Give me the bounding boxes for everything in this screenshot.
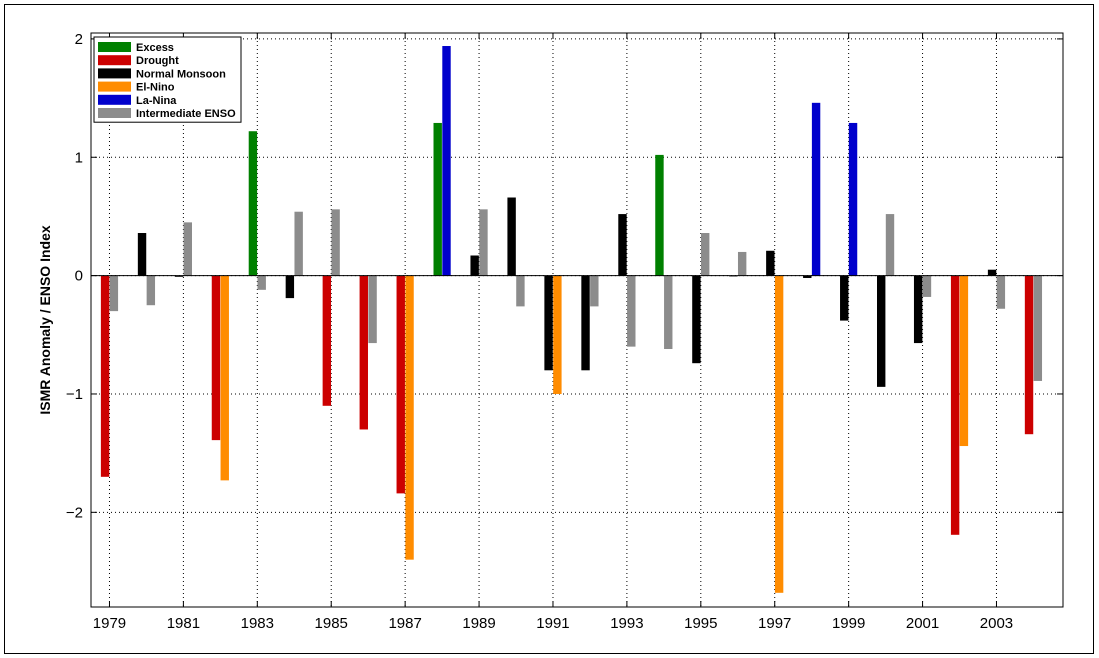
y-axis-label: ISMR Anomaly / ENSO Index [37, 225, 53, 415]
x-axis-ticks: 1979 1981 1983 1985 1987 1989 1991 1993 1995 1997… [93, 33, 1013, 632]
bar-ismr-1988 [433, 122, 442, 276]
bar-enso-1981 [183, 222, 192, 276]
x-tick-label: 2001 [906, 615, 939, 632]
bar-ismr-1980 [137, 233, 147, 276]
bar-enso-1988 [442, 46, 451, 276]
bar-enso-1983 [257, 275, 266, 290]
bar-enso-1987 [405, 275, 414, 560]
bar-enso-1989 [479, 209, 488, 276]
legend-label-excess: Excess [136, 42, 174, 54]
bar-ismr-1992 [581, 275, 590, 371]
legend-label-elnino: El-Nino [136, 82, 175, 94]
legend-label-intermediate: Intermediate ENSO [136, 108, 236, 120]
x-tick-label: 1991 [536, 615, 569, 632]
bar-ismr-1983 [248, 131, 258, 276]
bar-enso-1996 [737, 251, 747, 276]
bar-enso-1982 [220, 275, 229, 481]
bar-ismr-1985 [322, 275, 332, 406]
bar-enso-1992 [590, 275, 599, 307]
bar-ismr-1987 [396, 275, 405, 494]
y-axis-ticks: −2 −1 0 1 2 [66, 31, 1063, 521]
x-tick-label: 1979 [93, 615, 126, 632]
bar-enso-1990 [516, 275, 525, 307]
bar-enso-1984 [294, 211, 303, 276]
bar-enso-1997 [774, 275, 784, 593]
bar-enso-1993 [627, 275, 636, 347]
y-tick-label: −1 [66, 386, 83, 403]
bar-ismr-1997 [766, 250, 775, 276]
bar-ismr-2004 [1024, 275, 1034, 435]
x-tick-label: 1981 [167, 615, 200, 632]
bar-ismr-1982 [211, 275, 221, 441]
bar-ismr-1994 [655, 154, 664, 276]
bar-enso-2000 [885, 214, 895, 276]
x-tick-label: 1987 [388, 615, 421, 632]
axes [90, 32, 1064, 608]
plot-box [90, 32, 1064, 608]
bar-ismr-1979 [100, 275, 110, 477]
bar-enso-1979 [109, 275, 119, 312]
bar-enso-2004 [1033, 275, 1043, 381]
bar-ismr-1984 [285, 275, 295, 299]
x-tick-label: 1993 [610, 615, 643, 632]
bars [100, 46, 1043, 593]
bar-ismr-1998 [803, 275, 812, 278]
bar-ismr-1995 [692, 275, 701, 364]
y-tick-label: 0 [75, 268, 83, 285]
bar-enso-1991 [553, 275, 562, 394]
x-tick-label: 1985 [315, 615, 348, 632]
bar-enso-2001 [922, 275, 932, 297]
legend-label-drought: Drought [136, 55, 179, 67]
legend-label-lanina: La-Nina [136, 95, 177, 107]
x-tick-label: 2003 [980, 615, 1013, 632]
bar-ismr-2002 [950, 275, 960, 535]
bar-ismr-2003 [987, 269, 997, 276]
bar-enso-1985 [331, 209, 340, 276]
bar-ismr-2000 [877, 275, 886, 387]
bar-ismr-1999 [840, 275, 849, 321]
x-tick-label: 1995 [684, 615, 717, 632]
y-tick-label: 2 [75, 31, 83, 48]
bar-enso-1999 [848, 122, 858, 276]
x-tick-label: 1999 [832, 615, 865, 632]
bar-enso-1998 [811, 102, 821, 276]
legend-swatch-elnino [98, 81, 131, 92]
legend-label-normal: Normal Monsoon [136, 68, 226, 80]
bar-ismr-1991 [544, 275, 553, 371]
bar-ismr-1990 [507, 197, 516, 276]
bar-ismr-1989 [470, 255, 479, 276]
x-tick-label: 1983 [241, 615, 274, 632]
bar-ismr-1986 [359, 275, 368, 430]
bar-ismr-1981 [174, 275, 184, 277]
bar-enso-1980 [146, 275, 156, 306]
bar-ismr-2001 [913, 275, 923, 344]
bar-enso-2003 [996, 275, 1006, 309]
bar-enso-2002 [959, 275, 969, 447]
legend-swatch-drought [98, 55, 131, 66]
legend-swatch-lanina [98, 94, 131, 105]
x-tick-label: 1989 [462, 615, 495, 632]
legend-swatch-intermediate [98, 108, 131, 118]
x-tick-label: 1997 [758, 615, 791, 632]
bar-enso-1995 [701, 233, 710, 276]
y-tick-label: −2 [66, 504, 83, 521]
y-tick-label: 1 [75, 149, 83, 166]
legend-swatch-excess [98, 42, 131, 52]
legend-swatch-normal [98, 68, 131, 79]
bar-ismr-1993 [618, 214, 627, 276]
bar-enso-1994 [664, 275, 673, 349]
bar-enso-1986 [368, 275, 377, 344]
